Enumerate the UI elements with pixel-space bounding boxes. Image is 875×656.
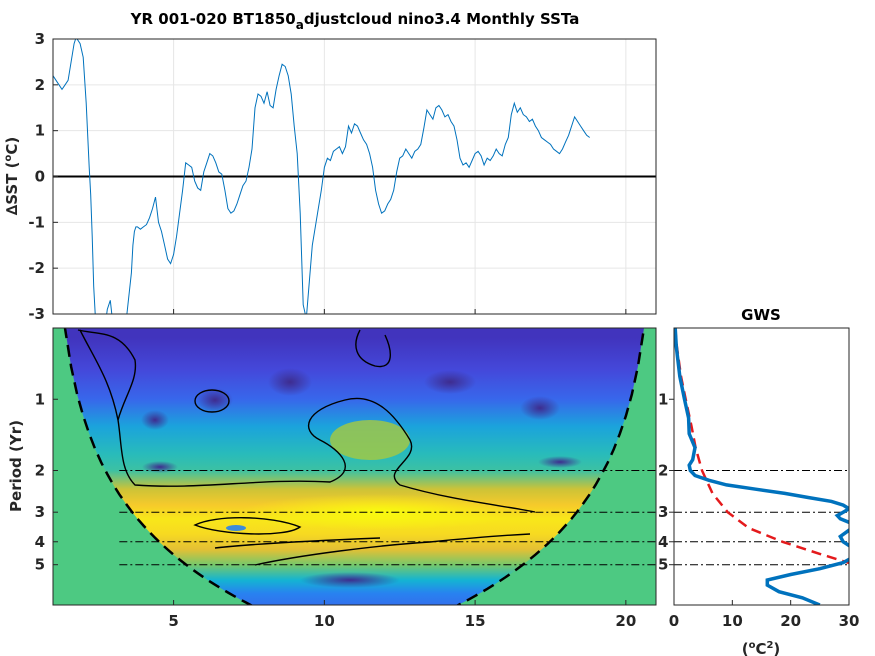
figure-title: YR 001-020 BT1850adjustcloud nino3.4 Mon…	[130, 10, 580, 32]
coi-mask-right	[360, 328, 656, 605]
contour	[254, 533, 531, 566]
ssta-y-axis-label: ∆SST (oC)	[3, 137, 21, 215]
y-tick-label: -1	[28, 213, 45, 231]
y-tick-label: 5	[658, 556, 668, 574]
low-power-blob	[268, 368, 312, 396]
gws-spectrum-line	[674, 328, 849, 605]
y-tick-label: 1	[658, 390, 668, 408]
low-power-blob	[300, 572, 400, 588]
contour	[194, 389, 230, 413]
ssta-line	[53, 39, 590, 314]
x-tick-label: 15	[465, 612, 486, 630]
gws-title: GWS	[741, 306, 781, 324]
wavelet-period-guides	[119, 470, 656, 566]
ssta-y-ticks: -3 -2 -1 0 1 2 3	[28, 30, 627, 323]
low-power-blob	[424, 370, 476, 394]
low-power-blob	[538, 456, 582, 468]
y-tick-label: 4	[658, 533, 668, 551]
gws-plot-area	[674, 328, 849, 605]
high-power-blob	[330, 420, 410, 460]
wavelet-panel: 5 10 15 20 1 2 3 4 5 Period (Yr)	[7, 327, 657, 630]
low-power-blob	[142, 461, 178, 473]
low-power-blob	[520, 396, 560, 420]
wavelet-y-axis-label: Period (Yr)	[7, 420, 25, 512]
y-tick-label: -2	[28, 259, 45, 277]
wavelet-blobs	[141, 368, 582, 588]
x-tick-label: 10	[722, 612, 743, 630]
x-tick-label: 5	[168, 612, 178, 630]
y-tick-label: 3	[658, 503, 668, 521]
y-tick-label: 2	[658, 462, 668, 480]
x-tick-label: 20	[615, 612, 636, 630]
wavelet-x-ticks: 5 10 15 20	[168, 600, 636, 630]
y-tick-label: 1	[35, 122, 45, 140]
coi-dashed-line	[63, 328, 646, 605]
y-tick-label: 4	[35, 533, 45, 551]
wavelet-y-ticks: 1 2 3 4 5	[35, 390, 58, 574]
y-tick-label: 2	[35, 462, 45, 480]
gws-panel: GWS 0 10 20 30 1 2 3 4 5 (oC2)	[658, 306, 859, 656]
significance-contours	[77, 329, 536, 566]
y-tick-label: 3	[35, 503, 45, 521]
power-marker	[226, 525, 246, 531]
gws-x-ticks: 0 10 20 30	[669, 600, 860, 630]
gws-period-guides	[674, 470, 849, 566]
contour	[77, 329, 137, 421]
low-power-blob	[141, 410, 169, 430]
y-tick-label: -3	[28, 305, 45, 323]
wavelet-axes-box	[52, 327, 657, 606]
coi-mask-left	[53, 328, 355, 605]
contour	[79, 329, 536, 513]
contour	[355, 329, 391, 368]
x-tick-label: 10	[314, 612, 335, 630]
y-tick-label: 5	[35, 556, 45, 574]
y-tick-label: 2	[35, 76, 45, 94]
ssta-panel: -3 -2 -1 0 1 2 3 ∆SST (oC)	[3, 30, 657, 323]
x-tick-label: 20	[780, 612, 801, 630]
x-tick-label: 0	[669, 612, 679, 630]
gws-axes-box	[673, 327, 850, 606]
x-tick-label: 30	[839, 612, 860, 630]
y-tick-label: 3	[35, 30, 45, 48]
gws-y-ticks: 1 2 3 4 5	[658, 390, 674, 574]
y-tick-label: 1	[35, 390, 45, 408]
contour	[193, 517, 302, 535]
y-tick-label: 0	[35, 168, 45, 186]
gws-x-axis-label: (oC2)	[742, 640, 781, 656]
